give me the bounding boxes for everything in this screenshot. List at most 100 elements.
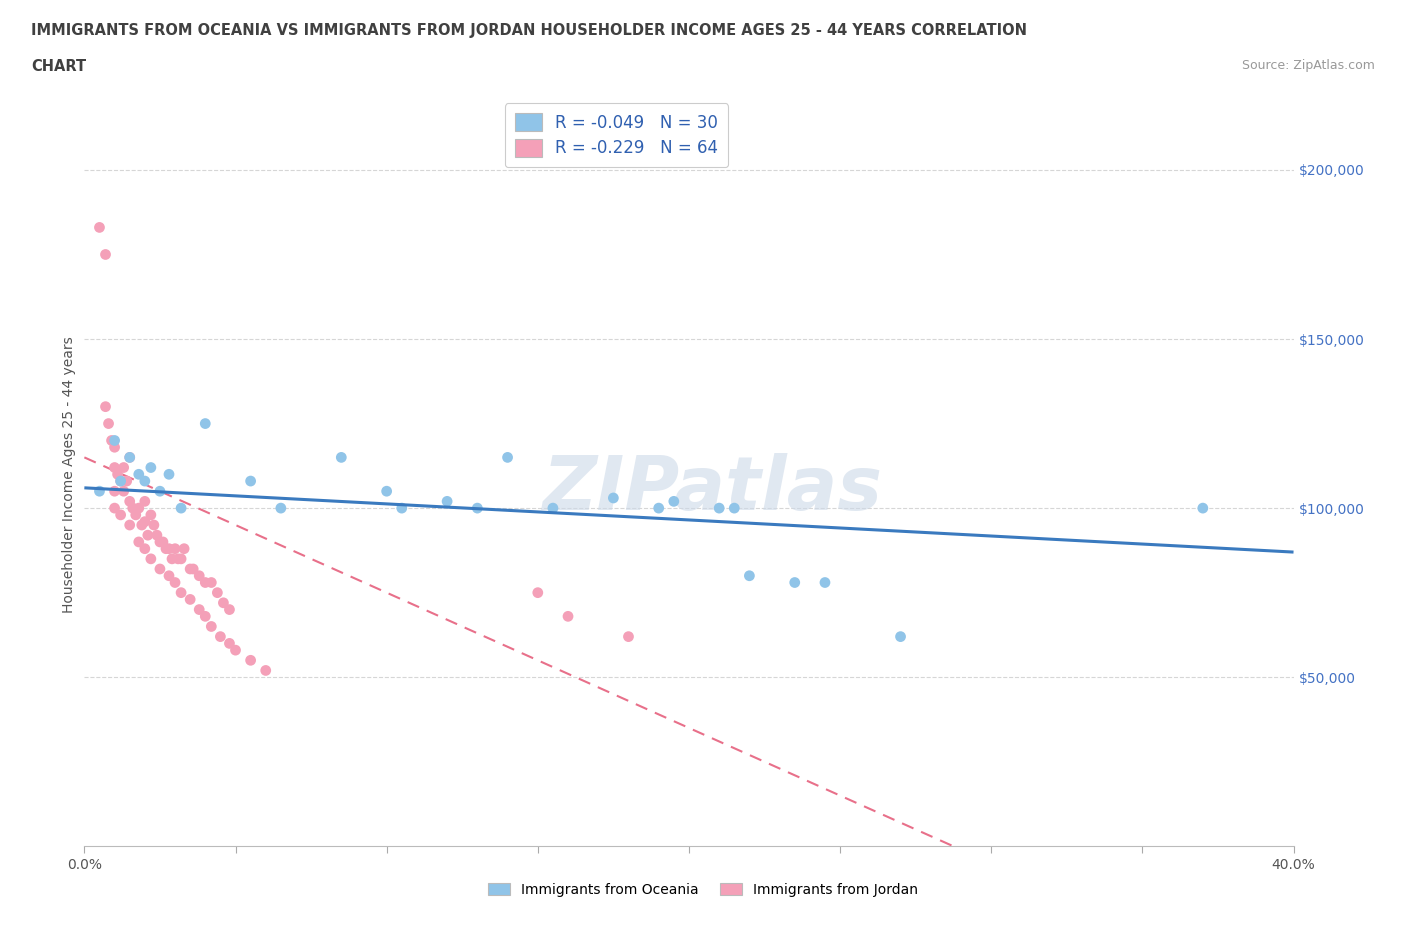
Point — [375, 484, 398, 498]
Point — [104, 433, 127, 448]
Point — [170, 585, 193, 600]
Point — [188, 568, 211, 583]
Point — [157, 467, 180, 482]
Point — [104, 440, 127, 455]
Point — [270, 500, 292, 515]
Point — [131, 518, 153, 533]
Point — [160, 551, 183, 566]
Point — [94, 247, 117, 262]
Point — [527, 585, 550, 600]
Point — [139, 551, 162, 566]
Point — [110, 508, 132, 523]
Text: CHART: CHART — [31, 59, 86, 73]
Legend: R = -0.049   N = 30, R = -0.229   N = 64: R = -0.049 N = 30, R = -0.229 N = 64 — [505, 103, 728, 167]
Point — [709, 500, 731, 515]
Point — [391, 500, 413, 515]
Point — [104, 500, 127, 515]
Point — [128, 500, 150, 515]
Point — [200, 575, 222, 590]
Point — [173, 541, 195, 556]
Point — [783, 575, 806, 590]
Point — [89, 484, 111, 498]
Point — [146, 527, 169, 542]
Point — [97, 416, 120, 431]
Point — [165, 541, 187, 556]
Point — [496, 450, 519, 465]
Text: IMMIGRANTS FROM OCEANIA VS IMMIGRANTS FROM JORDAN HOUSEHOLDER INCOME AGES 25 - 4: IMMIGRANTS FROM OCEANIA VS IMMIGRANTS FR… — [31, 23, 1026, 38]
Point — [139, 460, 162, 475]
Point — [617, 630, 640, 644]
Point — [194, 609, 217, 624]
Point — [134, 541, 156, 556]
Point — [136, 527, 159, 542]
Point — [149, 535, 172, 550]
Point — [648, 500, 671, 515]
Point — [152, 535, 174, 550]
Point — [118, 518, 141, 533]
Text: ZIPatlas: ZIPatlas — [543, 453, 883, 525]
Point — [436, 494, 458, 509]
Point — [330, 450, 353, 465]
Point — [181, 562, 204, 577]
Point — [115, 473, 138, 488]
Point — [170, 500, 193, 515]
Point — [239, 653, 262, 668]
Point — [104, 484, 127, 498]
Point — [121, 500, 143, 515]
Legend: Immigrants from Oceania, Immigrants from Jordan: Immigrants from Oceania, Immigrants from… — [482, 878, 924, 903]
Y-axis label: Householder Income Ages 25 - 44 years: Householder Income Ages 25 - 44 years — [62, 336, 76, 613]
Point — [209, 630, 232, 644]
Point — [723, 500, 745, 515]
Point — [157, 568, 180, 583]
Point — [194, 416, 217, 431]
Point — [125, 508, 148, 523]
Point — [134, 494, 156, 509]
Point — [170, 551, 193, 566]
Point — [118, 450, 141, 465]
Point — [188, 602, 211, 617]
Point — [100, 433, 122, 448]
Point — [254, 663, 277, 678]
Point — [155, 541, 177, 556]
Point — [541, 500, 564, 515]
Point — [165, 575, 187, 590]
Point — [118, 450, 141, 465]
Point — [814, 575, 837, 590]
Point — [218, 636, 240, 651]
Point — [890, 630, 912, 644]
Point — [738, 568, 761, 583]
Point — [557, 609, 579, 624]
Point — [89, 220, 111, 235]
Point — [167, 551, 190, 566]
Point — [467, 500, 489, 515]
Point — [662, 494, 685, 509]
Point — [239, 473, 262, 488]
Point — [104, 460, 127, 475]
Point — [112, 484, 135, 498]
Point — [112, 460, 135, 475]
Point — [107, 467, 129, 482]
Point — [194, 575, 217, 590]
Point — [179, 562, 201, 577]
Point — [110, 473, 132, 488]
Point — [218, 602, 240, 617]
Point — [179, 592, 201, 607]
Text: Source: ZipAtlas.com: Source: ZipAtlas.com — [1241, 59, 1375, 72]
Point — [207, 585, 229, 600]
Point — [128, 535, 150, 550]
Point — [157, 541, 180, 556]
Point — [212, 595, 235, 610]
Point — [149, 484, 172, 498]
Point — [110, 473, 132, 488]
Point — [139, 508, 162, 523]
Point — [1192, 500, 1215, 515]
Point — [128, 467, 150, 482]
Point — [200, 619, 222, 634]
Point — [94, 399, 117, 414]
Point — [142, 518, 165, 533]
Point — [602, 490, 624, 505]
Point — [149, 562, 172, 577]
Point — [134, 473, 156, 488]
Point — [134, 514, 156, 529]
Point — [225, 643, 247, 658]
